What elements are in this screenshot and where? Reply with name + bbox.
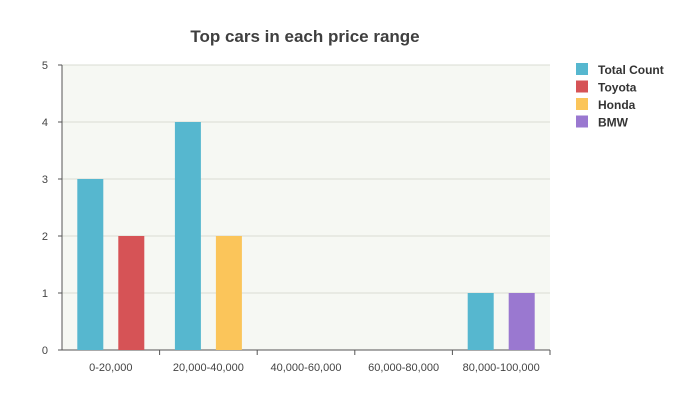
legend-swatch-toyota <box>576 80 588 93</box>
x-tick-label: 80,000-100,000 <box>463 362 540 374</box>
y-tick-label: 3 <box>42 174 48 186</box>
x-tick-label: 40,000-60,000 <box>271 362 342 374</box>
x-tick-label: 0-20,000 <box>89 362 132 374</box>
legend-label-honda: Honda <box>598 98 636 112</box>
bar-bmw[interactable] <box>508 293 535 350</box>
legend-label-bmw: BMW <box>598 116 629 130</box>
y-tick-label: 4 <box>42 117 48 129</box>
legend-swatch-bmw <box>576 115 588 128</box>
y-tick-label: 2 <box>42 231 48 243</box>
x-tick-label: 20,000-40,000 <box>173 362 244 374</box>
x-tick-label: 60,000-80,000 <box>368 362 439 374</box>
y-tick-label: 0 <box>42 345 48 357</box>
legend-swatch-total-count <box>576 63 588 75</box>
legend-swatch-honda <box>576 98 588 110</box>
bar-total-count[interactable] <box>174 122 201 350</box>
y-tick-label: 5 <box>42 60 48 72</box>
chart-title: Top cars in each price range <box>190 27 420 46</box>
bar-total-count[interactable] <box>467 293 494 350</box>
bar-honda[interactable] <box>215 236 242 350</box>
y-tick-label: 1 <box>42 288 48 300</box>
legend-label-toyota: Toyota <box>598 81 637 95</box>
bar-toyota[interactable] <box>118 236 145 350</box>
bar-total-count[interactable] <box>77 179 104 350</box>
legend-label-total-count: Total Count <box>598 63 664 77</box>
